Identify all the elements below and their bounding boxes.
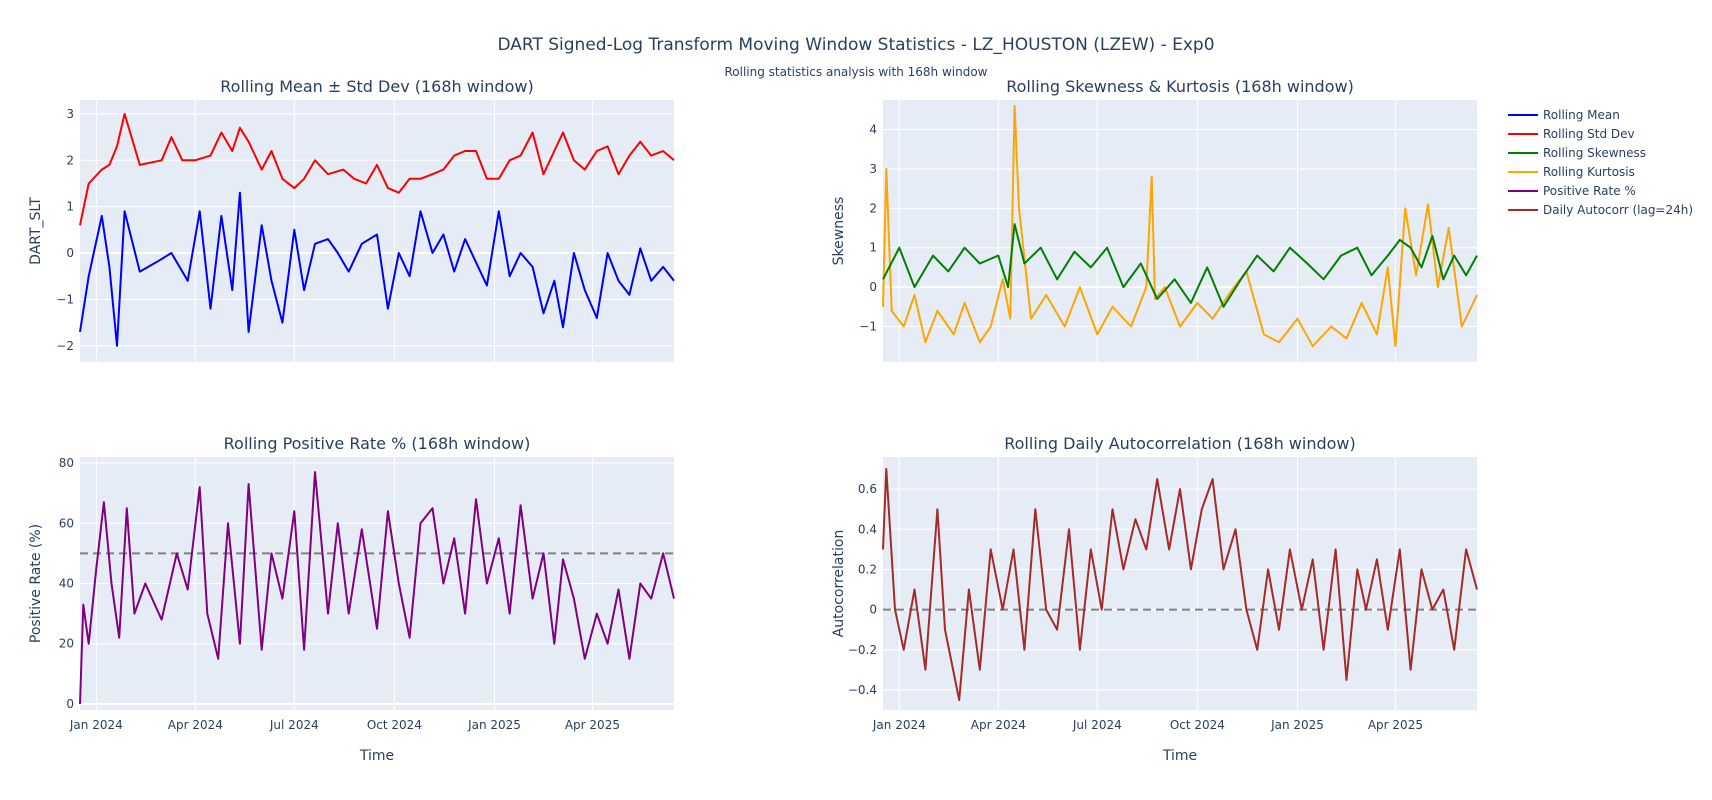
panel-title: Rolling Daily Autocorrelation (168h wind… xyxy=(1004,434,1356,453)
panel-title: Rolling Mean ± Std Dev (168h window) xyxy=(220,77,533,96)
y-axis-label: Autocorrelation xyxy=(831,530,847,638)
figure-subtitle: Rolling statistics analysis with 168h wi… xyxy=(724,65,987,79)
y-tick-label: −0.2 xyxy=(848,643,877,657)
panel-positive-rate: 0 20 40 60 80 Jan 2024 Apr 2024 Jul 2024 Oct 202… xyxy=(28,434,675,764)
x-axis-label: Time xyxy=(359,748,394,764)
y-tick-label: 0 xyxy=(66,246,74,260)
y-tick-label: 40 xyxy=(59,577,74,591)
y-tick-label: 0 xyxy=(66,697,74,711)
legend-label: Rolling Skewness xyxy=(1543,146,1646,160)
y-tick-label: 3 xyxy=(869,162,877,176)
series-line-daily-autocorr-lag-24h xyxy=(882,468,1478,701)
x-tick-label: Jan 2024 xyxy=(69,718,123,732)
x-tick-label: Jan 2025 xyxy=(467,718,521,732)
x-axis-label: Time xyxy=(1162,748,1197,764)
legend-label: Daily Autocorr (lag=24h) xyxy=(1543,203,1693,217)
y-tick-label: 0 xyxy=(869,280,877,294)
y-tick-label: 3 xyxy=(66,107,74,121)
x-tick-label: Oct 2024 xyxy=(367,718,422,732)
legend-label: Rolling Mean xyxy=(1543,108,1620,122)
plot-area xyxy=(80,100,674,362)
y-axis-label: Positive Rate (%) xyxy=(28,524,44,643)
y-tick-label: 1 xyxy=(869,241,877,255)
legend-item-rolling-std-dev[interactable]: Rolling Std Dev xyxy=(1508,127,1635,141)
y-axis-label: Skewness xyxy=(831,197,847,266)
y-tick-label: 2 xyxy=(869,201,877,215)
x-tick-label: Jul 2024 xyxy=(269,718,319,732)
plot-area xyxy=(883,100,1477,362)
x-tick-label: Apr 2025 xyxy=(1368,718,1423,732)
legend: Rolling Mean Rolling Std Dev Rolling Skewn… xyxy=(1508,108,1693,217)
y-tick-label: 2 xyxy=(66,153,74,167)
panel-title: Rolling Skewness & Kurtosis (168h window… xyxy=(1006,77,1354,96)
y-tick-label: 4 xyxy=(869,123,877,137)
series-line-rolling-kurtosis xyxy=(882,104,1478,348)
x-tick-label: Apr 2025 xyxy=(565,718,620,732)
y-tick-label: 20 xyxy=(59,637,74,651)
y-tick-label: 0 xyxy=(869,603,877,617)
series-line-rolling-skewness xyxy=(882,223,1478,308)
y-tick-label: 80 xyxy=(59,456,74,470)
legend-label: Rolling Std Dev xyxy=(1543,127,1635,141)
legend-label: Rolling Kurtosis xyxy=(1543,165,1635,179)
x-tick-label: Apr 2024 xyxy=(971,718,1026,732)
x-tick-label: Jan 2025 xyxy=(1270,718,1324,732)
panel-rolling-mean-std: −2 −1 0 1 2 3 Rolling Mean ± Std Dev (168h win… xyxy=(28,77,675,362)
y-tick-label: 0.2 xyxy=(858,562,877,576)
y-tick-label: 0.6 xyxy=(858,482,877,496)
legend-item-positive-rate[interactable]: Positive Rate % xyxy=(1508,184,1636,198)
y-tick-label: −1 xyxy=(859,320,877,334)
panel-daily-autocorrelation: −0.4 −0.2 0 0.2 0.4 0.6 Jan 2024 Apr 2024 Jul 20… xyxy=(831,434,1478,764)
y-tick-label: 0.4 xyxy=(858,522,877,536)
series-line-rolling-std-dev xyxy=(79,112,675,226)
series-line-rolling-mean xyxy=(79,191,675,347)
figure-title: DART Signed-Log Transform Moving Window … xyxy=(497,35,1214,55)
y-tick-label: −1 xyxy=(56,292,74,306)
legend-item-rolling-mean[interactable]: Rolling Mean xyxy=(1508,108,1620,122)
series-line-positive-rate xyxy=(79,471,675,705)
panel-title: Rolling Positive Rate % (168h window) xyxy=(224,434,531,453)
legend-item-rolling-kurtosis[interactable]: Rolling Kurtosis xyxy=(1508,165,1635,179)
panel-skewness-kurtosis: −1 0 1 2 3 4 Rolling Skewness & Kurtosis (168h… xyxy=(831,77,1478,362)
plot-area xyxy=(883,457,1477,710)
y-axis-label: DART_SLT xyxy=(28,197,44,265)
x-tick-label: Oct 2024 xyxy=(1170,718,1225,732)
legend-item-daily-autocorr-lag-24h[interactable]: Daily Autocorr (lag=24h) xyxy=(1508,203,1693,217)
x-tick-label: Jan 2024 xyxy=(872,718,926,732)
y-tick-label: 1 xyxy=(66,200,74,214)
y-tick-label: −2 xyxy=(56,339,74,353)
x-tick-label: Apr 2024 xyxy=(168,718,223,732)
y-tick-label: 60 xyxy=(59,516,74,530)
legend-label: Positive Rate % xyxy=(1543,184,1636,198)
legend-item-rolling-skewness[interactable]: Rolling Skewness xyxy=(1508,146,1646,160)
y-tick-label: −0.4 xyxy=(848,683,877,697)
x-tick-label: Jul 2024 xyxy=(1072,718,1122,732)
